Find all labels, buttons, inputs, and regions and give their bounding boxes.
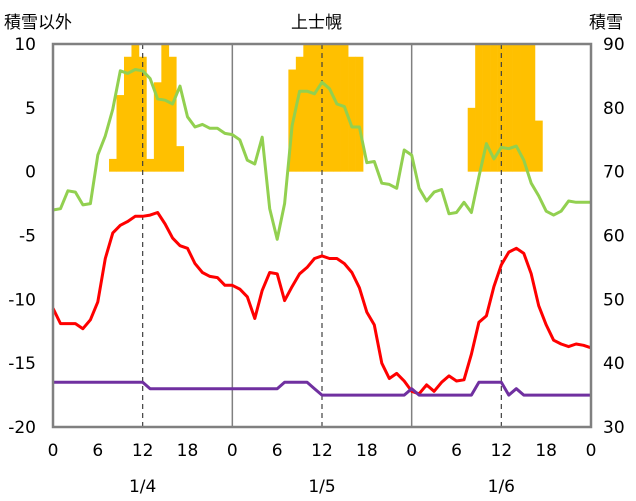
snow-bar — [467, 107, 476, 172]
snow-bar — [520, 44, 528, 172]
chart-title: 上士幌 — [291, 13, 342, 33]
series-lines — [51, 68, 592, 397]
y-tick-label-left: -15 — [8, 354, 36, 374]
snow-bars — [109, 44, 543, 172]
snow-bar — [303, 44, 312, 172]
snow-bar — [512, 44, 521, 172]
snow-bar — [355, 56, 364, 172]
gridlines — [142, 44, 502, 427]
snow-bar — [138, 56, 147, 172]
snow-bar — [153, 82, 162, 172]
date-label: 1/4 — [129, 477, 156, 497]
x-tick-label: 12 — [491, 441, 513, 461]
series-line — [51, 211, 592, 396]
x-tick-label: 18 — [535, 441, 557, 461]
y-tick-label-left: 0 — [25, 163, 36, 183]
snow-bar — [534, 120, 543, 172]
snow-bar — [168, 56, 177, 172]
snow-bar — [490, 44, 498, 172]
snow-bar — [348, 56, 356, 172]
x-tick-label: 18 — [177, 441, 199, 461]
y-tick-label-right: 60 — [603, 227, 625, 247]
snow-bar — [482, 44, 491, 172]
x-tick-label: 0 — [227, 441, 238, 461]
y-tick-label-left: 5 — [25, 99, 36, 119]
x-tick-label: 0 — [48, 441, 59, 461]
x-tick-label: 6 — [272, 441, 283, 461]
x-tick-label: 18 — [356, 441, 378, 461]
y-tick-label-right: 70 — [603, 163, 625, 183]
y-tick-label-right: 50 — [603, 290, 625, 310]
x-tick-label: 6 — [92, 441, 103, 461]
snow-bar — [131, 44, 140, 172]
snow-bar — [475, 44, 483, 172]
snow-bar — [146, 158, 155, 172]
plot-border — [51, 42, 593, 429]
date-label: 1/5 — [308, 477, 335, 497]
snow-bar — [310, 44, 319, 172]
y-tick-label-right: 30 — [603, 418, 625, 438]
y-tick-label-right: 80 — [603, 99, 625, 119]
x-tick-label: 12 — [132, 441, 154, 461]
date-label: 1/6 — [488, 477, 515, 497]
y-tick-label-left: -10 — [8, 290, 36, 310]
snow-bar — [161, 44, 170, 172]
right-axis-title: 積雪 — [589, 13, 623, 33]
y-tick-label-left: 10 — [14, 35, 36, 55]
y-tick-label-right: 40 — [603, 354, 625, 374]
x-tick-label: 6 — [451, 441, 462, 461]
plot-frame — [51, 42, 593, 429]
snow-bar — [333, 44, 341, 172]
series-line — [52, 68, 591, 241]
snow-bar — [123, 56, 132, 172]
snow-bar — [505, 44, 513, 172]
snow-bar — [527, 44, 536, 172]
snow-bar — [109, 158, 117, 172]
x-tick-label: 0 — [586, 441, 597, 461]
left-axis-title: 積雪以外 — [4, 13, 72, 33]
snow-bar — [325, 44, 334, 172]
snow-bar — [295, 56, 304, 172]
y-tick-label-right: 90 — [603, 35, 625, 55]
series-line — [53, 380, 591, 397]
snow-bar — [116, 95, 125, 172]
y-tick-label-left: -5 — [19, 227, 36, 247]
snow-bar — [176, 146, 185, 172]
x-tick-label: 12 — [311, 441, 333, 461]
y-tick-label-left: -20 — [8, 418, 36, 438]
x-tick-label: 0 — [406, 441, 417, 461]
